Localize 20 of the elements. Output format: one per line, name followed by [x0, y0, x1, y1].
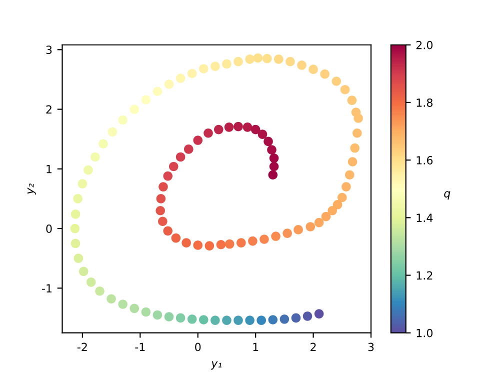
x-tick-label: -2 [77, 342, 87, 352]
x-tick-label: 2 [310, 342, 316, 352]
y-axis-title: y₂ [28, 184, 36, 195]
y-tick-label: 0 [46, 224, 52, 233]
color-bar-label: 1.4 [416, 214, 433, 222]
y-tick-label: 1 [46, 165, 52, 174]
y-tick-label: 2 [46, 105, 52, 114]
y-tick-label: -1 [42, 284, 52, 292]
color-bar-label: 1.6 [416, 156, 433, 164]
color-bar-label: 1.2 [416, 271, 432, 280]
color-bar-label: 1.8 [416, 98, 432, 107]
x-tick-label: 1 [253, 342, 258, 352]
x-tick-label: 0 [195, 342, 201, 352]
x-tick-label: -1 [135, 342, 145, 352]
y-tick-label: 3 [46, 46, 52, 54]
x-axis-title: y₁ [210, 361, 222, 370]
color-bar-title: q [444, 191, 450, 200]
x-tick-label: 3 [368, 342, 374, 352]
color-bar-label: 2.0 [416, 40, 433, 50]
color-bar-label: 1.0 [416, 328, 433, 338]
